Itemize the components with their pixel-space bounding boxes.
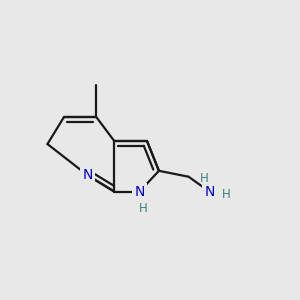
Text: N: N bbox=[204, 184, 214, 199]
Text: N: N bbox=[82, 168, 93, 182]
Text: H: H bbox=[200, 172, 208, 185]
Text: N: N bbox=[134, 184, 145, 199]
Text: H: H bbox=[221, 188, 230, 201]
Text: H: H bbox=[139, 202, 148, 215]
